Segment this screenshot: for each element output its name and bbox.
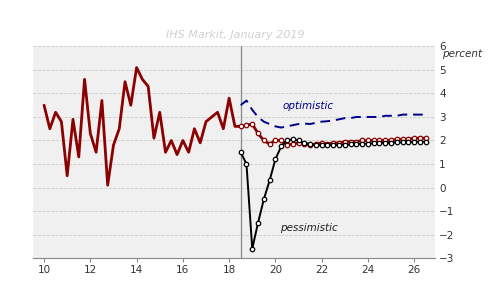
- Text: pessimistic: pessimistic: [280, 223, 338, 233]
- Text: percent: percent: [442, 49, 482, 59]
- Text: IHS Markit, January 2019: IHS Markit, January 2019: [166, 30, 304, 40]
- Text: optimistic: optimistic: [282, 101, 334, 111]
- Text: U.S. Real GDP Growth, Alternative Scenario: U.S. Real GDP Growth, Alternative Scenar…: [91, 6, 379, 19]
